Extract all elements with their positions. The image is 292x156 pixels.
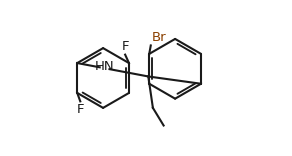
- Text: Br: Br: [152, 31, 166, 44]
- Text: F: F: [77, 103, 84, 116]
- Text: HN: HN: [94, 60, 114, 73]
- Text: F: F: [121, 40, 129, 53]
